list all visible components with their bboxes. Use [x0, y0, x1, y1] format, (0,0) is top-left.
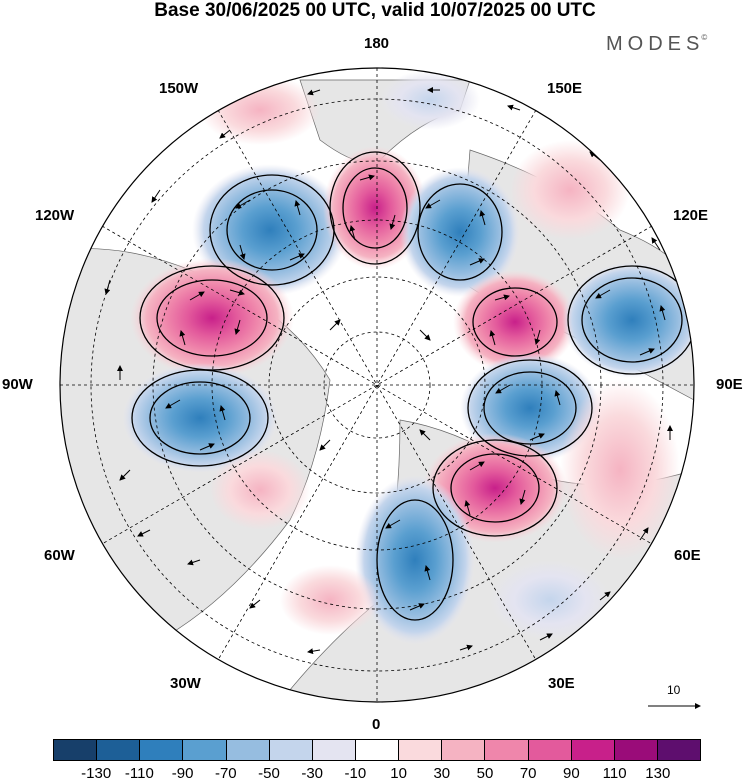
- colorbar-tick-label: 90: [563, 765, 580, 782]
- colorbar-tick-label: -30: [301, 765, 324, 782]
- colorbar-tick-label: 50: [476, 765, 494, 782]
- lon-label-180: 180: [364, 35, 390, 52]
- colorbar-tick-label: 10: [390, 765, 407, 782]
- colorbar-tick-label: 70: [519, 765, 537, 782]
- colorbar-segment: [399, 740, 443, 760]
- colorbar-segment: [183, 740, 227, 760]
- colorbar-segment: [54, 740, 98, 760]
- lon-label-90e: 90E: [716, 376, 743, 393]
- map-border: [59, 67, 695, 703]
- lon-label-60e: 60E: [674, 547, 701, 564]
- colorbar-segment: [97, 740, 141, 760]
- lon-label-0: 0: [372, 716, 381, 733]
- modes-logo: MODES©: [606, 33, 707, 56]
- lon-label-150w: 150W: [159, 80, 199, 97]
- wind-vectors: [104, 87, 673, 655]
- lon-label-90w: 90W: [2, 376, 33, 393]
- map-field: [60, 68, 694, 702]
- colorbar-segment: [269, 740, 313, 760]
- lon-label-60w: 60W: [44, 547, 75, 564]
- brand-mark: ©: [701, 33, 708, 42]
- anomaly-fields: [122, 70, 694, 645]
- colorbar-segment: [485, 740, 529, 760]
- colorbar-tick-label: -70: [214, 765, 237, 782]
- colorbar-tick-label: 30: [433, 765, 451, 782]
- colorbar-segment: [442, 740, 486, 760]
- colorbar-tick-label: -90: [171, 765, 194, 782]
- colorbar-tick-label: 110: [602, 765, 627, 782]
- chart-title: Base 30/06/2025 00 UTC, valid 10/07/2025…: [154, 0, 596, 21]
- colorbar: [53, 739, 701, 761]
- lon-label-120e: 120E: [673, 207, 709, 224]
- lon-label-30e: 30E: [548, 675, 575, 692]
- colorbar-segment: [355, 740, 400, 760]
- colorbar-segment: [657, 740, 701, 760]
- graticule: [60, 68, 694, 702]
- colorbar-segment: [528, 740, 572, 760]
- brand-name: MODES: [606, 33, 705, 55]
- colorbar-tick-label: -10: [344, 765, 367, 782]
- colorbar-segment: [226, 740, 270, 760]
- colorbar-tick-label: -130: [81, 765, 112, 782]
- colorbar-segment: [614, 740, 658, 760]
- colorbar-tick-label: -110: [124, 765, 154, 782]
- colorbar-tick-label: -50: [258, 765, 280, 782]
- lon-label-120w: 120W: [35, 207, 75, 224]
- lon-label-150e: 150E: [547, 80, 583, 97]
- lon-label-30w: 30W: [170, 675, 201, 692]
- colorbar-segment: [571, 740, 615, 760]
- colorbar-segment: [140, 740, 184, 760]
- reference-vector-label: 10: [667, 683, 681, 697]
- colorbar-segment: [312, 740, 356, 760]
- colorbar-tick-label: 130: [645, 765, 671, 782]
